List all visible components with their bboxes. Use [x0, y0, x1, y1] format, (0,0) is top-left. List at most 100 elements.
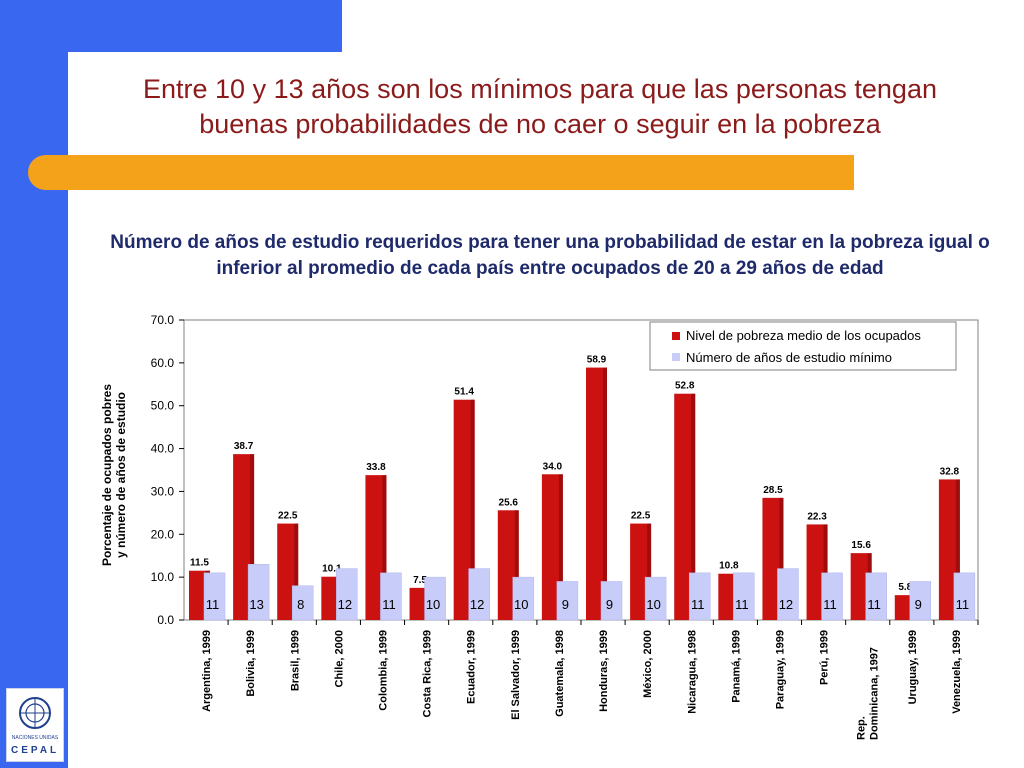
bar-poverty-shade [823, 524, 828, 620]
data-label-years: 13 [249, 597, 263, 612]
bar-years [468, 568, 490, 621]
x-category-label: Brasil, 1999 [289, 630, 301, 691]
logo-un-text: NACIONES UNIDAS [12, 735, 59, 741]
data-label-years: 9 [915, 597, 922, 612]
x-category-label: Costa Rica, 1999 [422, 630, 434, 717]
y-tick-label: 20.0 [151, 527, 175, 541]
legend-box [649, 321, 957, 371]
x-category-label: Colombia, 1999 [378, 630, 390, 711]
data-label-poverty: 51.4 [454, 387, 474, 398]
y-tick-label: 10.0 [151, 570, 175, 584]
data-label-years: 12 [470, 597, 484, 612]
x-category-label: Honduras, 1999 [598, 630, 610, 712]
data-label-poverty: 15.6 [851, 540, 871, 551]
bar-poverty-shade [691, 393, 696, 620]
x-category-label: Paraguay, 1999 [775, 630, 787, 709]
bar-years [336, 568, 358, 621]
data-label-years: 11 [823, 597, 837, 612]
data-label-poverty: 34.0 [543, 461, 563, 472]
legend-label-poverty: Nivel de pobreza medio de los ocupados [686, 328, 921, 343]
bar-years [600, 581, 623, 621]
data-label-years: 10 [426, 597, 440, 612]
y-axis-label-line-2: y número de años de estudio [114, 392, 128, 558]
data-label-years: 8 [297, 597, 304, 612]
bar-years [424, 576, 446, 621]
y-tick-label: 0.0 [157, 613, 174, 627]
un-emblem-icon: NACIONES UNIDAS [12, 697, 59, 741]
data-label-poverty: 10.8 [719, 561, 739, 572]
bar-years [821, 572, 843, 621]
data-label-poverty: 28.5 [763, 485, 783, 496]
legend-swatch-poverty [672, 332, 680, 340]
y-tick-label: 50.0 [151, 399, 175, 413]
bar-poverty-shade [250, 454, 255, 620]
y-tick-label: 40.0 [151, 442, 175, 456]
bar-poverty-shade [382, 475, 387, 620]
left-decor-band [0, 0, 68, 768]
y-axis-label: Porcentaje de ocupados pobresy número de… [100, 384, 128, 566]
data-label-years: 10 [514, 597, 528, 612]
data-label-years: 9 [606, 597, 613, 612]
chart-title: Número de años de estudio requeridos par… [110, 232, 990, 279]
data-label-poverty: 22.5 [278, 511, 298, 522]
logo-text: CEPAL [11, 745, 60, 756]
data-label-years: 11 [691, 597, 705, 612]
x-category-label: Nicaragua, 1998 [686, 630, 698, 714]
y-tick-label: 60.0 [151, 356, 175, 370]
bar-poverty [586, 367, 607, 620]
top-decor-band [0, 0, 342, 52]
bar-years [380, 572, 402, 621]
x-category-label: Rep.Dominicana, 1997 [856, 647, 881, 740]
data-label-poverty: 33.8 [366, 462, 386, 473]
bar-years [644, 576, 667, 621]
data-label-years: 11 [867, 597, 881, 612]
bar-poverty-shade [603, 367, 607, 620]
x-category-label: México, 2000 [642, 630, 654, 698]
slide-title-line-2: buenas probabilidades de no caer o segui… [199, 109, 881, 139]
data-label-poverty: 5.8 [898, 582, 912, 593]
bar-years [556, 581, 579, 621]
bar-years [909, 581, 932, 621]
bar-years [777, 568, 799, 621]
x-category-label-line-1: Rep. [856, 716, 868, 740]
bar-poverty-shade [470, 399, 475, 620]
x-category-label: Panamá, 1999 [730, 630, 742, 703]
data-label-poverty: 7.5 [413, 575, 427, 586]
slide-title: Entre 10 y 13 años son los mínimos para … [100, 72, 980, 142]
data-label-years: 11 [382, 597, 396, 612]
orange-accent-bar [28, 155, 854, 190]
data-label-years: 10 [646, 597, 660, 612]
bar-poverty-shade [647, 523, 652, 620]
cepal-logo: NACIONES UNIDAS CEPAL [6, 688, 64, 762]
y-tick-label: 30.0 [151, 484, 175, 498]
bar-poverty [674, 393, 696, 620]
data-label-years: 9 [562, 597, 569, 612]
data-label-poverty: 22.5 [631, 511, 651, 522]
data-label-poverty: 10.1 [322, 564, 342, 575]
data-label-poverty: 22.3 [807, 511, 827, 522]
bar-years [865, 572, 887, 621]
bar-years [512, 576, 535, 621]
bar-poverty-shade [558, 474, 563, 620]
x-category-label: Perú, 1999 [819, 630, 831, 685]
bar-years [247, 564, 270, 621]
x-category-label: Venezuela, 1999 [951, 630, 963, 714]
x-category-label: Ecuador, 1999 [466, 630, 478, 704]
data-label-years: 11 [735, 597, 749, 612]
data-label-years: 12 [779, 597, 793, 612]
x-category-label: Uruguay, 1999 [907, 630, 919, 704]
bar-poverty-shade [294, 523, 299, 620]
bar-years [203, 572, 226, 621]
data-label-years: 12 [338, 597, 352, 612]
bar-poverty-shade [955, 479, 960, 620]
bar-poverty-shade [514, 510, 519, 620]
bar-years [688, 572, 711, 621]
legend-label-years: Número de años de estudio mínimo [686, 350, 892, 365]
data-label-poverty: 11.5 [190, 558, 209, 569]
y-tick-label: 70.0 [151, 313, 175, 327]
x-category-label: Bolivia, 1999 [245, 630, 257, 697]
bar-poverty [453, 399, 475, 620]
data-label-poverty: 38.7 [234, 441, 254, 452]
x-category-label: El Salvador, 1999 [510, 630, 522, 720]
